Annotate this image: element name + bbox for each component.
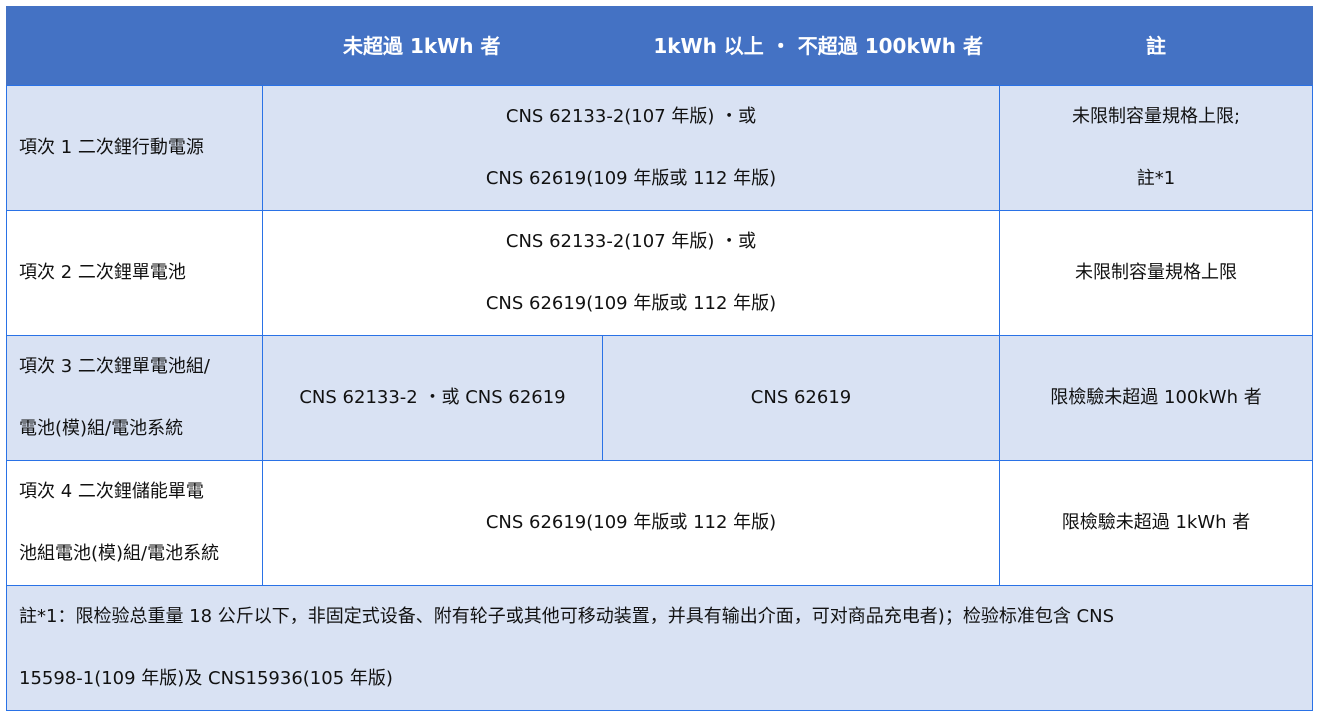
standard-cell: CNS 62133-2(107 年版) ・或 CNS 62619(109 年版或… <box>261 210 1001 336</box>
footnote-cell: 註*1：限检验总重量 18 公斤以下，非固定式设备、附有轮子或其他可移动装置，并… <box>5 585 1314 711</box>
standard-under-1kwh-cell: CNS 62133-2 ・或 CNS 62619 <box>262 335 603 461</box>
header-capacity: 未超過 1kWh 者 1kWh 以上 ・ 不超過 100kWh 者 <box>261 6 1001 86</box>
header-row: 未超過 1kWh 者 1kWh 以上 ・ 不超過 100kWh 者 註 <box>6 6 1314 86</box>
note-cell: 未限制容量規格上限; 註*1 <box>999 85 1314 211</box>
item-line: 項次 4 二次鋰儲能單電 <box>19 481 204 502</box>
item-line: 項次 3 二次鋰單電池組/ <box>19 356 210 377</box>
standard-cell: CNS 62619(109 年版或 112 年版) <box>261 460 1001 586</box>
note-line: 未限制容量規格上限; <box>1071 106 1241 127</box>
item-line: 池組電池(模)組/電池系統 <box>19 543 220 564</box>
header-item <box>6 6 263 86</box>
standard-line: CNS 62133-2(107 年版) ・或 <box>505 106 757 127</box>
item-cell: 項次 3 二次鋰單電池組/ 電池(模)組/電池系統 <box>6 335 263 461</box>
item-cell: 項次 4 二次鋰儲能單電 池組電池(模)組/電池系統 <box>6 460 263 586</box>
note-cell: 未限制容量規格上限 <box>999 210 1314 336</box>
header-under-1kwh: 未超過 1kWh 者 <box>343 34 501 58</box>
header-note: 註 <box>999 6 1314 86</box>
standard-line: CNS 62133-2(107 年版) ・或 <box>505 231 757 252</box>
item-cell: 項次 1 二次鋰行動電源 <box>6 85 263 211</box>
item-line: 電池(模)組/電池系統 <box>19 418 184 439</box>
standard-1-to-100kwh-cell: CNS 62619 <box>601 335 1001 461</box>
table-row: 項次 2 二次鋰單電池 CNS 62133-2(107 年版) ・或 CNS 6… <box>6 210 1314 336</box>
table-row: 項次 4 二次鋰儲能單電 池組電池(模)組/電池系統 CNS 62619(109… <box>6 460 1314 586</box>
table-row: 項次 1 二次鋰行動電源 CNS 62133-2(107 年版) ・或 CNS … <box>6 85 1314 211</box>
footnote-line: 15598-1(109 年版)及 CNS15936(105 年版) <box>19 668 393 689</box>
header-1-to-100kwh: 1kWh 以上 ・ 不超過 100kWh 者 <box>653 34 984 58</box>
standard-line: CNS 62619(109 年版或 112 年版) <box>485 293 777 314</box>
item-cell: 項次 2 二次鋰單電池 <box>6 210 263 336</box>
standard-cell: CNS 62133-2(107 年版) ・或 CNS 62619(109 年版或… <box>261 85 1001 211</box>
standards-table: 未超過 1kWh 者 1kWh 以上 ・ 不超過 100kWh 者 註 項次 1… <box>5 6 1314 711</box>
note-cell: 限檢驗未超過 1kWh 者 <box>999 460 1314 586</box>
footnote-line: 註*1：限检验总重量 18 公斤以下，非固定式设备、附有轮子或其他可移动装置，并… <box>19 606 1114 627</box>
footnote-row: 註*1：限检验总重量 18 公斤以下，非固定式设备、附有轮子或其他可移动装置，并… <box>5 585 1314 711</box>
table-row: 項次 3 二次鋰單電池組/ 電池(模)組/電池系統 CNS 62133-2 ・或… <box>6 335 1314 461</box>
note-cell: 限檢驗未超過 100kWh 者 <box>999 335 1314 461</box>
note-line: 註*1 <box>1136 168 1176 189</box>
standard-line: CNS 62619(109 年版或 112 年版) <box>485 168 777 189</box>
